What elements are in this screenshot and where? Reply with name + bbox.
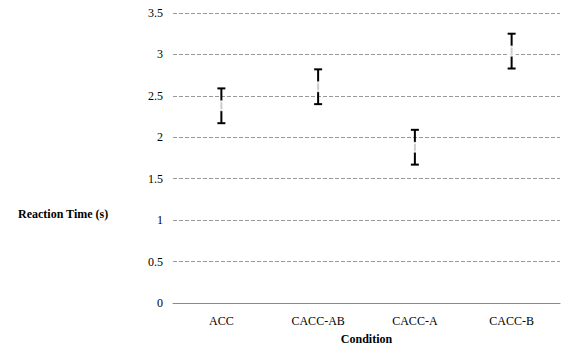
svg-text:CACC-A: CACC-A bbox=[392, 314, 438, 328]
svg-text:CACC-AB: CACC-AB bbox=[291, 314, 344, 328]
svg-text:1: 1 bbox=[157, 213, 163, 227]
svg-text:0: 0 bbox=[157, 296, 163, 310]
svg-text:Condition: Condition bbox=[341, 332, 393, 346]
svg-text:0.5: 0.5 bbox=[148, 255, 163, 269]
svg-text:3.5: 3.5 bbox=[148, 6, 163, 20]
svg-text:Reaction Time (s): Reaction Time (s) bbox=[18, 207, 108, 221]
svg-text:2.5: 2.5 bbox=[148, 89, 163, 103]
svg-text:1.5: 1.5 bbox=[148, 172, 163, 186]
svg-text:CACC-B: CACC-B bbox=[489, 314, 534, 328]
svg-text:2: 2 bbox=[157, 130, 163, 144]
svg-text:3: 3 bbox=[157, 47, 163, 61]
svg-text:ACC: ACC bbox=[209, 314, 234, 328]
